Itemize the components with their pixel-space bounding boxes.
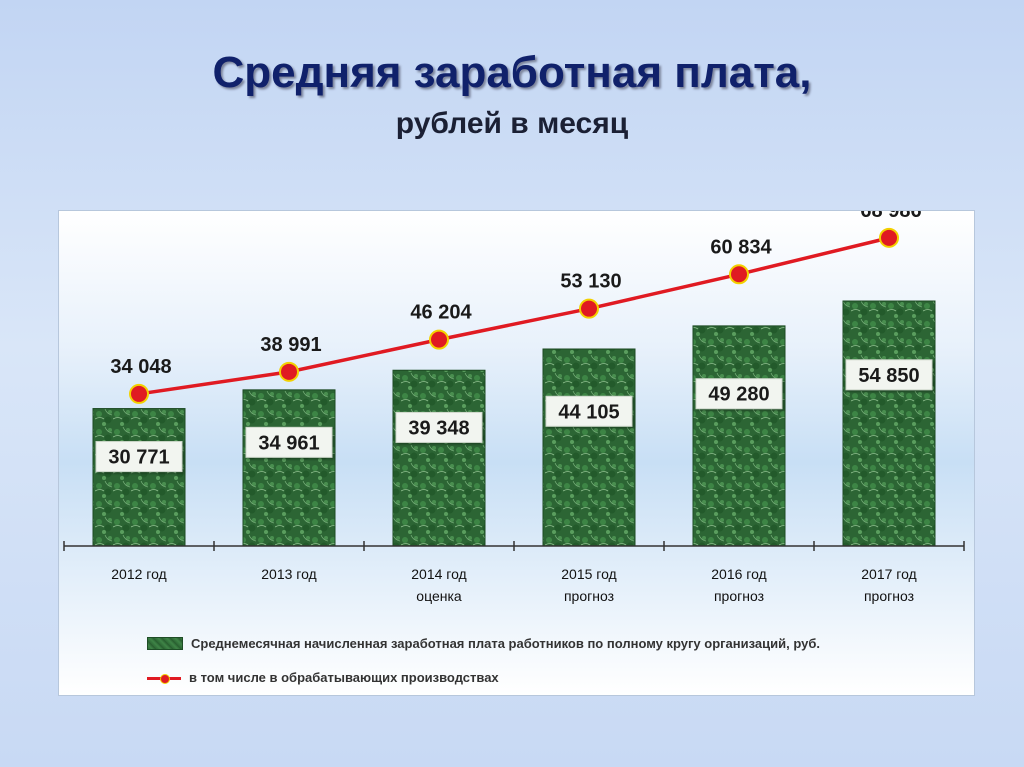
line-point	[279, 361, 299, 382]
bar-value-text: 44 105	[558, 401, 619, 423]
x-tick-label: 2013 год	[261, 566, 316, 582]
slide-title: Средняя заработная плата,	[212, 48, 812, 97]
bar	[242, 389, 336, 547]
bar-value-box	[695, 378, 783, 410]
bar	[692, 325, 786, 547]
slide-subtitle: рублей в месяц	[395, 107, 629, 140]
line-value-label: 34 048	[110, 356, 171, 378]
line-point	[429, 329, 449, 350]
line-value-label: 38 991	[260, 334, 321, 356]
x-tick-label: 2015 год прогноз	[561, 566, 616, 604]
line-point	[879, 227, 899, 248]
legend-swatch-bars	[147, 637, 183, 650]
bar	[392, 369, 486, 547]
bar	[542, 348, 636, 547]
bar-value-label: 30 771	[95, 441, 183, 473]
line-series	[138, 236, 890, 396]
bar-value-text: 34 961	[258, 432, 319, 454]
bar-value-box	[95, 441, 183, 473]
x-tick-label: 2016 год прогноз	[711, 566, 766, 604]
bar	[842, 300, 936, 547]
bar-value-box	[845, 359, 933, 391]
line-point	[729, 264, 749, 285]
bar-value-box	[245, 426, 333, 458]
bar-value-box	[545, 395, 633, 427]
line-value-label: 68 986	[860, 211, 921, 222]
x-tick-label: 2017 год прогноз	[861, 566, 916, 604]
line-point	[579, 298, 599, 319]
legend-swatch-line	[147, 672, 181, 684]
legend-item-line: в том числе в обрабатывающих производств…	[147, 670, 1007, 685]
bar-value-text: 39 348	[408, 417, 469, 439]
bar-value-text: 49 280	[708, 384, 769, 406]
bar-value-label: 39 348	[395, 411, 483, 443]
legend-label-bars: Среднемесячная начисленная заработная пл…	[191, 636, 820, 651]
bar-value-label: 44 105	[545, 395, 633, 427]
bar-value-label: 34 961	[245, 426, 333, 458]
bar	[92, 408, 186, 547]
bar-value-text: 30 771	[108, 447, 169, 469]
chart: 2012 год 2013 год 2014 год оценка 2015 год пр…	[63, 211, 965, 604]
line-value-label: 60 834	[710, 236, 772, 258]
chart-panel: 2012 год 2013 год 2014 год оценка 2015 год пр…	[58, 210, 975, 696]
legend-label-line: в том числе в обрабатывающих производств…	[189, 670, 499, 685]
x-tick-label: 2014 год оценка	[411, 566, 466, 604]
line-value-label: 53 130	[560, 271, 621, 293]
bar-value-label: 49 280	[695, 378, 783, 410]
legend-item-bars: Среднемесячная начисленная заработная пл…	[147, 636, 1007, 651]
bar-value-label: 54 850	[845, 359, 933, 391]
line-point	[129, 383, 149, 404]
bar-value-text: 54 850	[858, 365, 919, 387]
line-value-label: 46 204	[410, 302, 472, 324]
bar-value-box	[395, 411, 483, 443]
x-tick-label: 2012 год	[111, 566, 166, 582]
